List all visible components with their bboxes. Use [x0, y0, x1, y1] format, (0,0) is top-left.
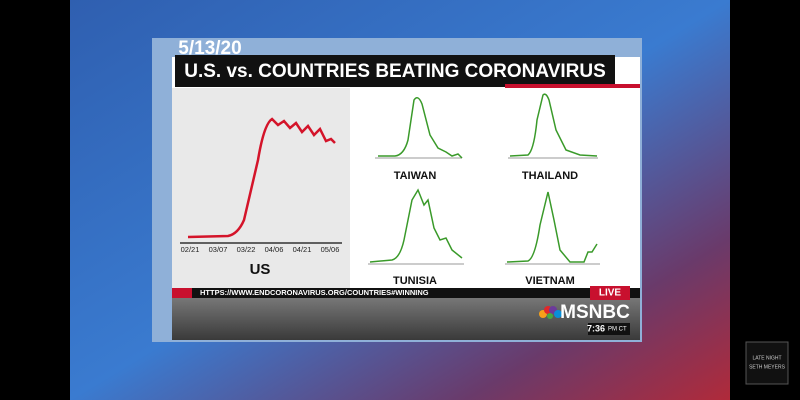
taiwan-curve	[378, 97, 463, 159]
corner-logo-line: SETH MEYERS	[749, 364, 786, 370]
time-suffix: PM CT	[608, 327, 627, 333]
date: 5/13/20	[178, 38, 241, 59]
title-bar	[175, 55, 615, 87]
us-x-label: 04/06	[265, 245, 284, 254]
us-x-label: 03/22	[237, 245, 256, 254]
url: HTTPS://WWW.ENDCORONAVIRUS.ORG/COUNTRIES…	[200, 288, 429, 297]
tunisia-curve	[369, 188, 463, 263]
lower-band	[172, 298, 640, 340]
live: LIVE	[599, 288, 622, 299]
live-box	[590, 286, 630, 300]
small-chart-label: VIETNAM	[525, 275, 575, 287]
title-accent	[505, 84, 640, 88]
url-bar	[172, 288, 640, 298]
small-chart-label: TUNISIA	[393, 275, 437, 287]
thailand-curve	[509, 93, 598, 157]
us-x-label: 02/21	[181, 245, 200, 254]
us-panel	[172, 88, 350, 288]
corner-logo-line: LATE NIGHT	[752, 355, 781, 361]
small-chart-label: THAILAND	[522, 170, 578, 182]
time-box	[588, 323, 630, 335]
small-chart-label: TAIWAN	[394, 170, 437, 182]
vietnam-curve	[506, 191, 598, 263]
url-accent	[172, 288, 192, 298]
us-label: US	[250, 261, 271, 278]
us-x-label: 05/06	[321, 245, 340, 254]
us-x-label: 04/21	[293, 245, 312, 254]
corner-logo	[745, 341, 789, 385]
peacock-logo	[539, 306, 562, 319]
network: MSNBC	[560, 302, 630, 323]
time: 7:36	[587, 323, 605, 333]
title: U.S. vs. COUNTRIES BEATING CORONAVIRUS	[184, 61, 606, 82]
us-x-label: 03/07	[209, 245, 228, 254]
us-curve	[187, 117, 336, 239]
